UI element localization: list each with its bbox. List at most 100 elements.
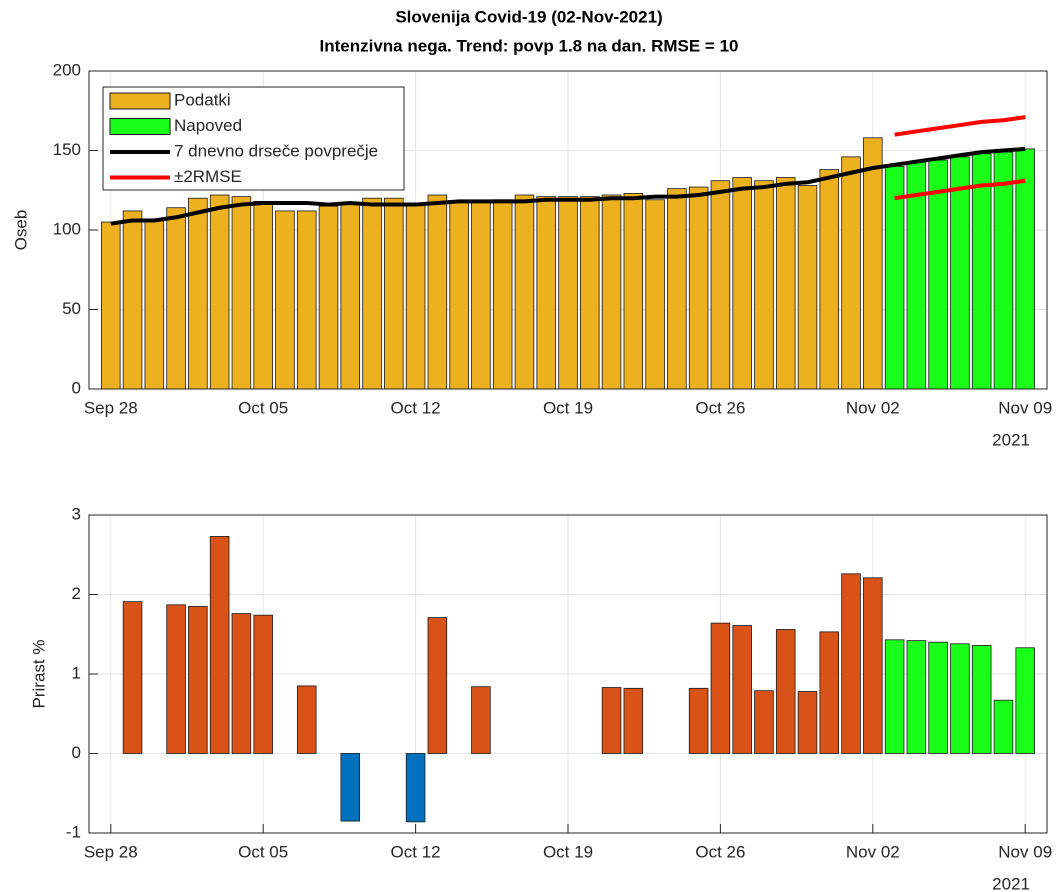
bar bbox=[863, 577, 883, 754]
bar bbox=[580, 196, 600, 390]
bar bbox=[471, 686, 491, 754]
x-tick-label: Sep 28 bbox=[84, 842, 138, 861]
legend-label: Podatki bbox=[174, 90, 231, 109]
y-tick-label: 50 bbox=[62, 299, 81, 318]
x-tick-label: Oct 05 bbox=[238, 398, 288, 417]
bar bbox=[231, 613, 252, 754]
bar bbox=[754, 180, 774, 390]
bar bbox=[1015, 148, 1035, 390]
bar bbox=[275, 210, 295, 390]
bar bbox=[492, 199, 513, 390]
y-tick-label: 200 bbox=[53, 60, 81, 79]
bar bbox=[667, 188, 687, 390]
chart-subtitle: Intenzivna nega. Trend: povp 1.8 na dan.… bbox=[320, 36, 739, 55]
bar bbox=[710, 622, 731, 754]
bar bbox=[558, 196, 578, 390]
x-year-label: 2021 bbox=[992, 430, 1030, 449]
bar bbox=[166, 604, 186, 754]
bar bbox=[166, 207, 186, 390]
line bbox=[894, 178, 1026, 201]
bar bbox=[536, 196, 556, 390]
bar bbox=[841, 573, 861, 754]
bar bbox=[710, 180, 731, 390]
bar bbox=[471, 200, 491, 390]
bar bbox=[623, 687, 644, 754]
chart-title: Slovenija Covid-19 (02-Nov-2021) bbox=[395, 7, 662, 26]
bar bbox=[318, 205, 339, 390]
bar bbox=[775, 177, 796, 390]
bar bbox=[427, 617, 448, 754]
legend-swatch bbox=[109, 118, 171, 135]
bar bbox=[188, 197, 208, 390]
x-tick-label: Nov 09 bbox=[998, 842, 1052, 861]
bar bbox=[340, 202, 361, 390]
bar bbox=[732, 177, 752, 390]
bar bbox=[732, 625, 752, 754]
y-tick-label: -1 bbox=[66, 822, 81, 841]
y-tick-label: 150 bbox=[53, 140, 81, 159]
bar bbox=[797, 691, 818, 754]
x-tick-label: Oct 12 bbox=[391, 398, 441, 417]
bar bbox=[253, 614, 273, 754]
y-tick-label: 0 bbox=[72, 378, 81, 397]
line bbox=[894, 115, 1026, 137]
bar bbox=[884, 165, 905, 390]
y-tick-label: 1 bbox=[72, 663, 81, 682]
bar bbox=[971, 153, 992, 390]
bar bbox=[971, 644, 992, 754]
bar bbox=[819, 169, 840, 390]
legend-label: ±2RMSE bbox=[174, 167, 242, 186]
bar bbox=[144, 218, 165, 390]
y-tick-label: 3 bbox=[72, 504, 81, 523]
bar bbox=[601, 687, 622, 754]
bar bbox=[797, 185, 818, 390]
bar bbox=[209, 194, 230, 390]
bar bbox=[884, 639, 905, 754]
bar bbox=[362, 197, 382, 390]
bar bbox=[623, 193, 644, 390]
bar bbox=[296, 685, 317, 754]
y-tick-label: 0 bbox=[72, 743, 81, 762]
bar bbox=[906, 640, 927, 754]
bar bbox=[993, 699, 1014, 754]
bar bbox=[209, 536, 230, 754]
bar bbox=[449, 200, 469, 390]
x-tick-label: Oct 19 bbox=[543, 842, 593, 861]
bar bbox=[819, 631, 840, 754]
x-year-label: 2021 bbox=[992, 874, 1030, 892]
line bbox=[110, 146, 1026, 226]
bar bbox=[405, 753, 426, 823]
bar bbox=[950, 643, 970, 754]
bar bbox=[188, 606, 208, 754]
bar bbox=[1015, 647, 1035, 754]
x-tick-label: Oct 19 bbox=[543, 398, 593, 417]
x-tick-label: Nov 09 bbox=[998, 398, 1052, 417]
bar bbox=[775, 629, 796, 754]
x-tick-label: Oct 26 bbox=[695, 398, 745, 417]
bar bbox=[928, 641, 948, 754]
legend-label: Napoved bbox=[174, 116, 242, 135]
x-tick-label: Oct 26 bbox=[695, 842, 745, 861]
bar bbox=[514, 194, 535, 390]
axes-box bbox=[88, 514, 1048, 834]
x-tick-label: Oct 12 bbox=[391, 842, 441, 861]
x-tick-label: Nov 02 bbox=[846, 398, 900, 417]
y-axis-label: Oseb bbox=[11, 210, 30, 251]
y-axis-label: Prirast % bbox=[29, 640, 48, 709]
bar bbox=[122, 601, 143, 754]
bar bbox=[427, 194, 448, 390]
y-tick-label: 2 bbox=[72, 584, 81, 603]
bar bbox=[645, 199, 665, 390]
bar bbox=[122, 210, 143, 390]
bar bbox=[993, 151, 1014, 390]
bar bbox=[863, 137, 883, 390]
bar bbox=[231, 196, 252, 390]
legend-swatch bbox=[109, 92, 171, 110]
bar bbox=[101, 221, 121, 390]
bar bbox=[950, 156, 970, 390]
bar bbox=[405, 204, 426, 390]
bar bbox=[253, 200, 273, 390]
bar bbox=[754, 690, 774, 754]
x-tick-label: Sep 28 bbox=[84, 398, 138, 417]
